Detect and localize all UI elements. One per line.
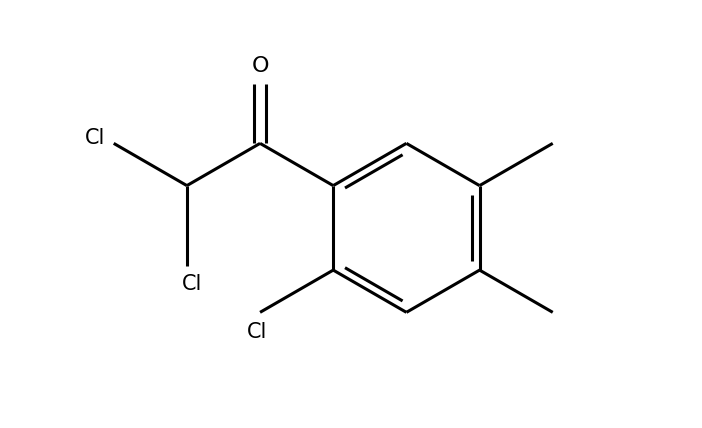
Text: Cl: Cl	[85, 128, 105, 148]
Text: Cl: Cl	[246, 322, 267, 342]
Text: O: O	[251, 56, 269, 76]
Text: Cl: Cl	[183, 274, 203, 294]
